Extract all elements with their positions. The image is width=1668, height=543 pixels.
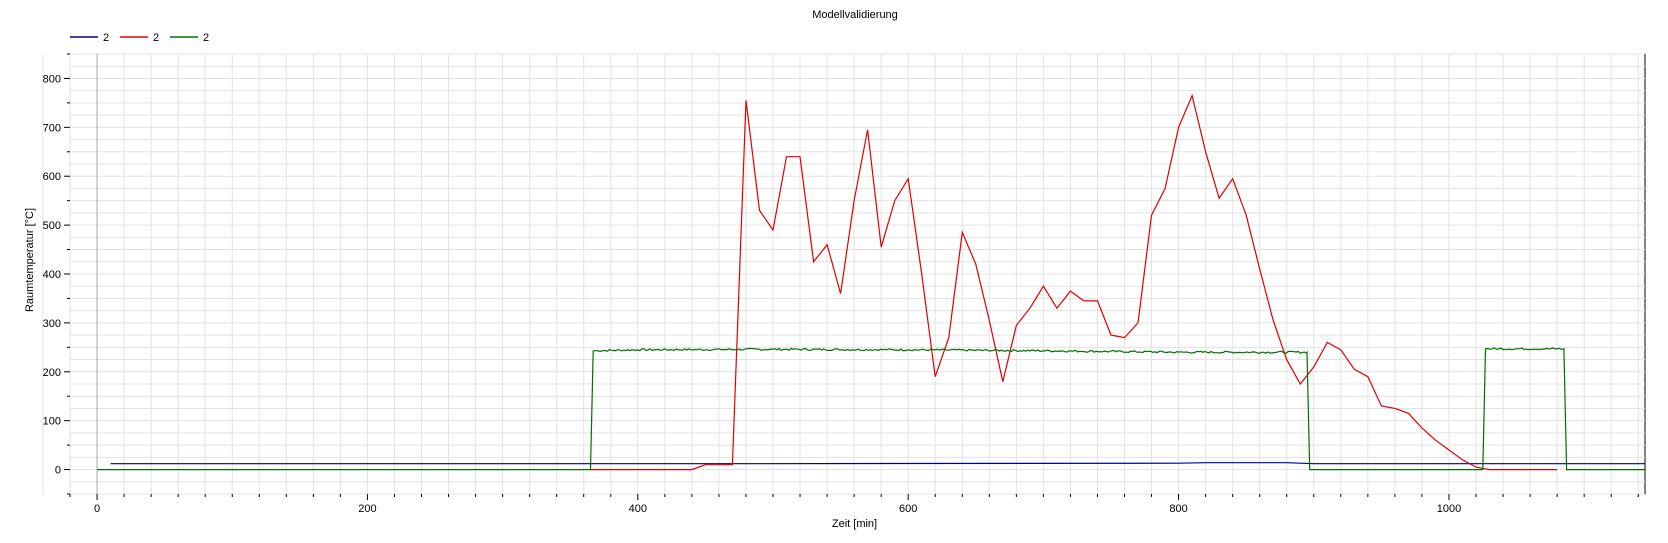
x-tick-label: 1000 — [1437, 503, 1461, 515]
x-tick-label: 200 — [358, 503, 376, 515]
y-tick-label: 200 — [43, 367, 61, 379]
y-tick-label: 500 — [43, 220, 61, 232]
series-line-3 — [97, 347, 1645, 471]
y-tick-label: 300 — [43, 318, 61, 330]
y-tick-label: 800 — [43, 73, 61, 85]
series-layer — [97, 93, 1645, 471]
x-tick-label: 800 — [1169, 503, 1187, 515]
legend-label-1: 2 — [103, 32, 109, 44]
y-axis-title: Raumtemperatur [°C] — [24, 208, 36, 312]
legend-label-2: 2 — [153, 32, 159, 44]
y-tick-label: 700 — [43, 122, 61, 134]
x-tick-label: 0 — [94, 503, 100, 515]
y-tick-label: 100 — [43, 416, 61, 428]
chart-title: Modellvalidierung — [812, 9, 898, 21]
x-tick-label: 400 — [629, 503, 647, 515]
x-axis-title: Zeit [min] — [832, 518, 877, 530]
legend: 2 2 2 — [70, 32, 209, 44]
y-tick-label: 400 — [43, 269, 61, 281]
axes: 0 200 400 600 800 1000 0 100 200 300 400 500 600 700 8… — [43, 53, 1639, 515]
series-line-2 — [590, 93, 1558, 471]
x-tick-label: 600 — [899, 503, 917, 515]
y-tick-label: 0 — [55, 465, 61, 477]
legend-label-3: 2 — [203, 32, 209, 44]
y-tick-label: 600 — [43, 171, 61, 183]
